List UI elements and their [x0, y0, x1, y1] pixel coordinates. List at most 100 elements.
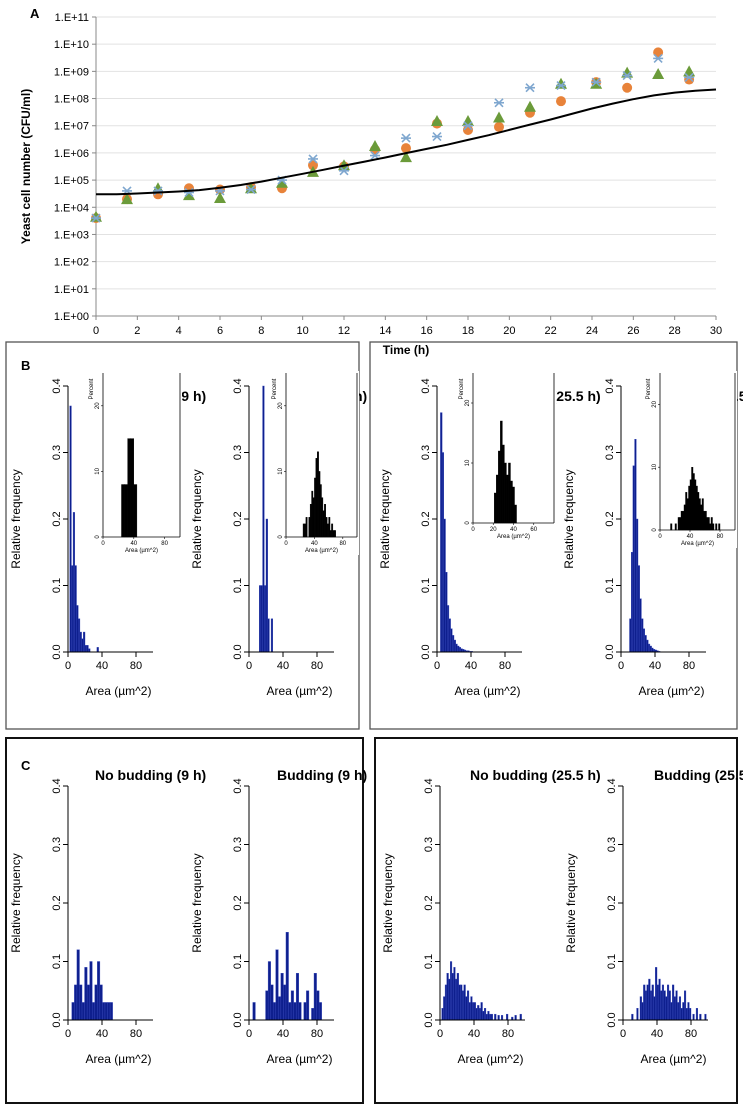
- inset-x-tick-label: 0: [471, 527, 475, 533]
- histogram-bar: [641, 1002, 644, 1021]
- histogram-c: Budding (25.5 h) 0.0 0.1 0.2 0.3 0.4 0 40 80 Area…: [564, 767, 743, 1066]
- x-tick-label: 12: [338, 325, 350, 337]
- inset-bar: [682, 510, 685, 531]
- histogram-bar: [461, 990, 465, 1021]
- histogram-bar: [636, 518, 639, 653]
- histogram-bar: [104, 1002, 108, 1021]
- histogram-bar: [270, 618, 274, 653]
- data-point-triangle: [245, 182, 257, 194]
- data-point-circle: [308, 160, 318, 171]
- histogram-bar: [482, 1011, 485, 1021]
- x-tick-label: 0: [620, 1028, 626, 1040]
- inset-bar: [302, 523, 305, 538]
- histogram-bar: [84, 967, 88, 1021]
- inset-bar: [691, 467, 694, 531]
- x-axis-label: Area (µm^2): [86, 1052, 152, 1066]
- data-point-asterisk: [591, 77, 602, 87]
- histogram-bar: [443, 996, 446, 1021]
- inset-bar: [498, 450, 501, 524]
- y-tick-label: 0.4: [232, 778, 244, 793]
- asterisk-stroke: [556, 81, 566, 91]
- histogram-bar: [267, 961, 271, 1021]
- y-tick-label: 0.4: [51, 378, 63, 393]
- inset-bar: [508, 462, 511, 524]
- y-tick-label: 0.4: [423, 778, 435, 793]
- inset-y-axis-label: Percent: [646, 378, 652, 399]
- histogram-bar: [273, 1002, 276, 1021]
- inset-bar: [674, 523, 677, 531]
- histogram-bar: [643, 984, 646, 1021]
- histogram-bar: [685, 1008, 688, 1021]
- histogram-bar: [689, 1008, 692, 1021]
- inset-bar: [326, 523, 329, 538]
- inset-bar: [319, 484, 322, 538]
- histogram-bar: [267, 618, 270, 653]
- inset-y-tick-label: 0: [465, 521, 471, 525]
- data-point-triangle: [524, 100, 536, 112]
- histogram-bar: [453, 967, 456, 1021]
- histogram-bar: [443, 518, 446, 653]
- y-tick-label: 0.3: [606, 837, 618, 852]
- histogram-bar: [288, 1002, 292, 1021]
- inset-x-axis-label: Area (µm^2): [305, 548, 338, 554]
- inset-bar: [504, 462, 507, 524]
- data-point-circle: [494, 121, 504, 132]
- y-axis-label: Relative frequency: [190, 853, 204, 952]
- y-axis-label: Relative frequency: [378, 469, 392, 568]
- histogram-bar: [489, 1013, 492, 1021]
- x-tick-label: 0: [65, 660, 71, 672]
- y-tick-label: 0.2: [604, 511, 616, 526]
- histogram-bar: [270, 984, 274, 1021]
- y-tick-label: 1.E+06: [54, 148, 89, 160]
- x-axis-label: Area (µm^2): [267, 1052, 333, 1066]
- inset-bar: [500, 420, 503, 524]
- histogram-bar: [457, 645, 460, 653]
- histogram-bar: [298, 1002, 302, 1021]
- y-tick-label: 0.2: [232, 895, 244, 910]
- histogram-bar: [109, 1002, 113, 1021]
- x-tick-label: 0: [93, 325, 99, 337]
- y-tick-label: 1.E+09: [54, 66, 89, 78]
- histogram-bar: [262, 385, 265, 653]
- inset-bar: [700, 504, 703, 531]
- histogram-bar: [465, 996, 468, 1021]
- x-tick-label: 40: [96, 660, 108, 672]
- histogram-bar: [699, 1013, 702, 1021]
- x-tick-label: 10: [297, 325, 309, 337]
- histogram-bar: [672, 984, 675, 1021]
- inset-bar: [709, 523, 712, 531]
- histogram-bar: [290, 990, 294, 1021]
- histogram-bar: [661, 984, 664, 1021]
- histogram-c: No budding (25.5 h) 0.0 0.1 0.2 0.3 0.4 0 40 80 A…: [381, 767, 601, 1066]
- histogram-bar: [453, 639, 456, 653]
- inset-x-tick-label: 40: [130, 541, 137, 547]
- inset-bar: [124, 484, 128, 538]
- inset-bar: [506, 474, 509, 524]
- y-tick-label: 0.0: [604, 644, 616, 659]
- histogram-bar: [484, 1008, 487, 1021]
- histogram-bar: [107, 1002, 111, 1021]
- histogram-bar: [81, 1002, 85, 1021]
- y-tick-label: 0.4: [51, 778, 63, 793]
- data-point-asterisk: [525, 83, 535, 93]
- histogram-bar: [665, 996, 668, 1021]
- y-tick-label: 0.3: [420, 445, 432, 460]
- inset-bar: [718, 523, 721, 531]
- asterisk-stroke: [246, 184, 256, 195]
- y-tick-label: 0.1: [51, 954, 63, 969]
- histogram-bar: [318, 1002, 322, 1021]
- histogram-bar: [631, 552, 634, 653]
- data-point-circle: [622, 82, 633, 93]
- asterisk-stroke: [91, 213, 101, 223]
- inset-x-tick-label: 60: [530, 527, 537, 533]
- inset-bar: [304, 523, 307, 538]
- data-point-asterisk: [622, 71, 633, 81]
- histogram-bar: [695, 1008, 698, 1021]
- y-tick-label: 0.3: [423, 837, 435, 852]
- histogram-bar: [506, 1013, 509, 1021]
- x-tick-label: 8: [258, 325, 264, 337]
- histogram-bar: [514, 1015, 517, 1021]
